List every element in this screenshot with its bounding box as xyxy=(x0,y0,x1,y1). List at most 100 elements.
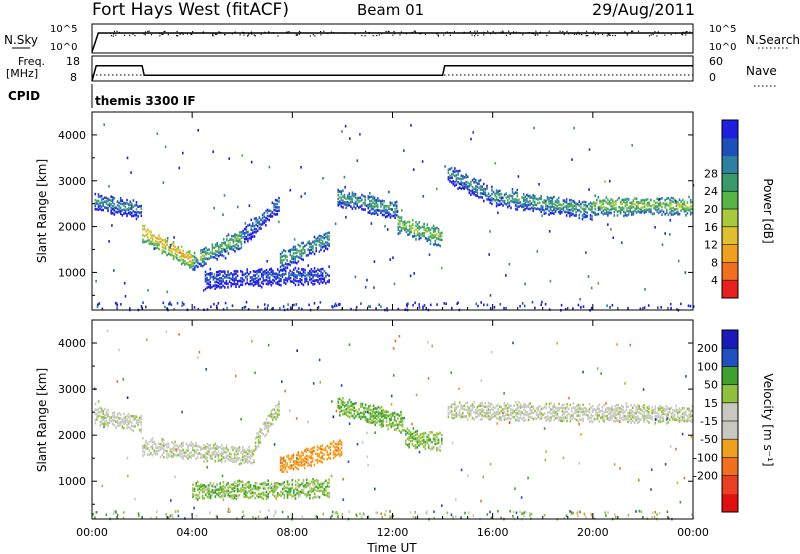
heatmap-cell xyxy=(328,279,330,282)
heatmap-cell xyxy=(429,239,432,242)
heatmap-cell xyxy=(640,510,643,514)
heatmap-cell xyxy=(245,228,248,232)
colorbar-swatch xyxy=(722,421,738,440)
heatmap-cell xyxy=(124,205,127,209)
heatmap-cell xyxy=(585,410,588,413)
heatmap-cell xyxy=(171,450,173,454)
heatmap-cell xyxy=(334,222,337,226)
heatmap-cell xyxy=(123,412,125,416)
heatmap-cell xyxy=(345,413,348,416)
heatmap-cell xyxy=(486,184,488,188)
heatmap-cell xyxy=(594,202,596,205)
heatmap-cell xyxy=(104,416,106,420)
heatmap-cell xyxy=(287,263,290,266)
heatmap-cell xyxy=(373,205,376,209)
heatmap-cell xyxy=(548,199,550,203)
heatmap-cell xyxy=(169,450,172,453)
heatmap-cell xyxy=(433,516,435,520)
heatmap-cell xyxy=(348,510,351,513)
heatmap-cell xyxy=(400,413,402,417)
heatmap-cell xyxy=(105,413,108,416)
heatmap-cell xyxy=(245,300,248,304)
heatmap-cell xyxy=(216,447,218,450)
heatmap-cell xyxy=(480,499,482,503)
heatmap-cell xyxy=(388,213,390,217)
heatmap-cell xyxy=(521,411,523,415)
nsearch-dot xyxy=(216,33,218,35)
heatmap-cell xyxy=(578,462,581,465)
heatmap-cell xyxy=(367,515,370,519)
heatmap-cell xyxy=(115,416,117,419)
heatmap-cell xyxy=(667,213,670,217)
heatmap-cell xyxy=(289,188,292,192)
heatmap-cell xyxy=(394,204,396,207)
heatmap-cell xyxy=(387,410,389,413)
heatmap-cell xyxy=(374,416,376,420)
heatmap-cell xyxy=(529,194,531,198)
heatmap-cell xyxy=(129,426,131,430)
heatmap-cell xyxy=(358,408,360,411)
heatmap-cell xyxy=(405,442,407,446)
heatmap-cell xyxy=(521,196,523,199)
heatmap-cell xyxy=(577,410,580,414)
heatmap-cell xyxy=(516,205,519,208)
heatmap-cell xyxy=(185,442,188,446)
nsearch-dot xyxy=(654,31,656,33)
heatmap-cell xyxy=(297,467,300,471)
heatmap-cell xyxy=(233,452,236,456)
heatmap-cell xyxy=(464,511,466,515)
heatmap-cell xyxy=(428,238,430,241)
heatmap-cell xyxy=(118,348,120,352)
heatmap-cell xyxy=(509,509,511,513)
heatmap-cell xyxy=(319,445,322,448)
heatmap-cell xyxy=(284,462,287,465)
nsearch-dot xyxy=(608,34,610,36)
heatmap-cell xyxy=(619,200,622,204)
heatmap-cell xyxy=(455,177,458,180)
heatmap-cell xyxy=(300,458,303,461)
colorbar-tick-label: 28 xyxy=(704,167,718,180)
heatmap-cell xyxy=(167,445,170,449)
heatmap-cell xyxy=(113,206,116,210)
heatmap-cell xyxy=(629,205,631,208)
heatmap-cell xyxy=(161,444,163,447)
heatmap-cell xyxy=(570,202,573,205)
heatmap-cell xyxy=(582,417,584,421)
heatmap-cell xyxy=(291,454,293,458)
heatmap-cell xyxy=(458,409,461,413)
heatmap-cell xyxy=(673,413,676,417)
heatmap-cell xyxy=(113,209,116,212)
heatmap-cell xyxy=(600,416,602,420)
heatmap-cell xyxy=(546,198,549,201)
heatmap-cell xyxy=(249,485,252,489)
heatmap-cell xyxy=(254,487,257,490)
heatmap-cell xyxy=(158,442,160,445)
heatmap-cell xyxy=(129,307,131,310)
heatmap-cell xyxy=(644,288,646,291)
heatmap-cell xyxy=(620,408,623,411)
heatmap-cell xyxy=(383,213,385,217)
heatmap-cell xyxy=(616,403,618,407)
heatmap-cell xyxy=(325,247,327,250)
heatmap-cell xyxy=(299,249,301,253)
heatmap-cell xyxy=(266,208,269,212)
heatmap-cell xyxy=(370,212,373,216)
heatmap-cell xyxy=(462,415,464,418)
heatmap-cell xyxy=(564,410,567,414)
heatmap-cell xyxy=(267,270,269,274)
heatmap-cell xyxy=(222,490,225,494)
heatmap-cell xyxy=(318,455,320,458)
heatmap-cell xyxy=(648,207,651,211)
heatmap-cell xyxy=(170,499,172,502)
heatmap-cell xyxy=(180,442,183,446)
heatmap-cell xyxy=(470,181,472,184)
heatmap-cell xyxy=(334,442,336,446)
heatmap-cell xyxy=(476,194,479,198)
heatmap-cell xyxy=(153,243,155,247)
heatmap-cell xyxy=(662,210,665,214)
heatmap-cell xyxy=(95,511,98,514)
heatmap-cell xyxy=(403,220,406,223)
heatmap-cell xyxy=(207,272,210,276)
heatmap-cell xyxy=(466,401,469,404)
